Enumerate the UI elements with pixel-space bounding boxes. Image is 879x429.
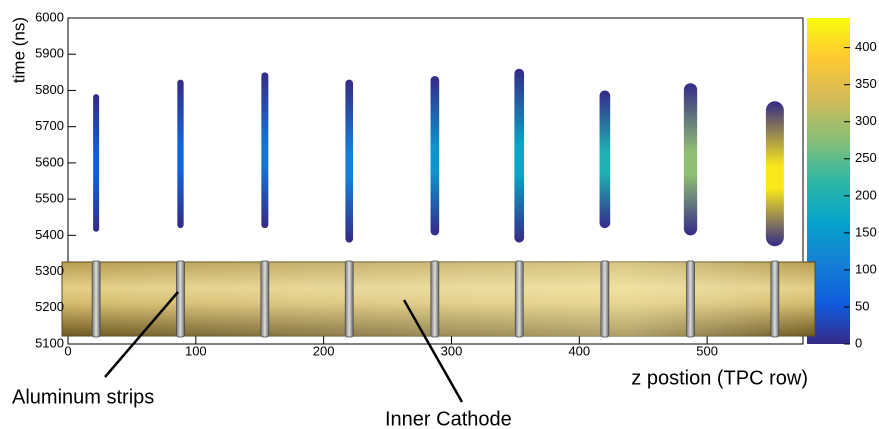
y-tick-label: 5400 xyxy=(35,227,64,242)
colorbar-tick-label: 150 xyxy=(855,224,877,239)
y-tick-label: 5800 xyxy=(35,82,64,97)
y-tick-label: 5900 xyxy=(35,46,64,61)
x-tick-label: 200 xyxy=(313,343,335,358)
hit-stripe xyxy=(514,68,525,243)
x-axis-label: z postion (TPC row) xyxy=(631,367,808,389)
y-tick-label: 5600 xyxy=(35,154,64,169)
annotation: Aluminum strips xyxy=(12,386,154,408)
aluminum-strip xyxy=(91,260,101,338)
hit-stripe xyxy=(177,79,184,229)
hit-stripe xyxy=(430,75,440,236)
hit-stripe xyxy=(261,72,269,229)
aluminum-strip xyxy=(686,260,695,338)
hit-stripe xyxy=(683,83,698,236)
colorbar-tick-label: 400 xyxy=(855,39,877,54)
annotation-pointer xyxy=(104,291,179,378)
annotation: Inner Cathode xyxy=(385,408,512,429)
colorbar-tick-label: 200 xyxy=(855,187,877,202)
y-axis-label: time (ns) xyxy=(9,17,28,83)
aluminum-strip xyxy=(260,260,270,338)
hit-stripe xyxy=(765,101,784,247)
colorbar-tick-label: 50 xyxy=(855,298,869,313)
colorbar-tick-label: 250 xyxy=(855,150,877,165)
y-tick-label: 5100 xyxy=(35,335,64,350)
colorbar-tick-label: 350 xyxy=(855,76,877,91)
aluminum-strip xyxy=(344,260,354,338)
aluminum-strip xyxy=(176,260,185,338)
aluminum-strip xyxy=(514,260,524,338)
colorbar-tick-label: 300 xyxy=(855,113,877,128)
hit-stripe xyxy=(345,79,354,243)
x-tick-label: 300 xyxy=(441,343,463,358)
hit-stripe xyxy=(599,90,611,229)
x-tick-label: 400 xyxy=(568,343,590,358)
hit-stripe xyxy=(93,94,100,232)
y-tick-label: 5500 xyxy=(35,191,64,206)
y-tick-label: 5300 xyxy=(35,263,64,278)
x-tick-label: 0 xyxy=(64,343,71,358)
aluminum-strip xyxy=(600,260,610,338)
annotation-pointer xyxy=(402,299,464,403)
x-tick-label: 500 xyxy=(696,343,718,358)
y-tick-label: 5700 xyxy=(35,118,64,133)
y-tick-label: 5200 xyxy=(35,299,64,314)
colorbar-tick-label: 0 xyxy=(855,335,862,350)
aluminum-strip xyxy=(430,260,440,338)
aluminum-strip xyxy=(770,260,780,338)
x-tick-label: 100 xyxy=(185,343,207,358)
y-tick-label: 6000 xyxy=(35,9,64,24)
colorbar-tick-label: 100 xyxy=(855,261,877,276)
